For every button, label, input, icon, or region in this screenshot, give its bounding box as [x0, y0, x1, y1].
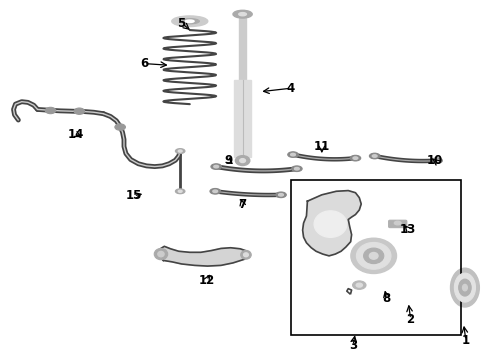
Text: 3: 3: [349, 339, 357, 352]
Ellipse shape: [241, 251, 251, 259]
Ellipse shape: [369, 153, 380, 159]
Ellipse shape: [239, 13, 246, 16]
Ellipse shape: [364, 248, 384, 264]
Ellipse shape: [185, 20, 194, 22]
Ellipse shape: [356, 283, 363, 287]
Ellipse shape: [276, 192, 286, 198]
Ellipse shape: [178, 150, 182, 152]
Ellipse shape: [353, 281, 366, 289]
Ellipse shape: [240, 159, 245, 162]
Text: 5: 5: [177, 17, 186, 30]
Ellipse shape: [244, 253, 248, 257]
Ellipse shape: [180, 19, 199, 24]
Ellipse shape: [178, 190, 182, 192]
Ellipse shape: [45, 107, 56, 114]
Ellipse shape: [175, 149, 185, 153]
Text: 1: 1: [462, 334, 470, 347]
Ellipse shape: [210, 189, 220, 194]
Text: 2: 2: [407, 313, 415, 326]
Ellipse shape: [356, 242, 391, 269]
Ellipse shape: [211, 164, 221, 170]
Ellipse shape: [213, 190, 218, 193]
Polygon shape: [158, 246, 250, 266]
FancyBboxPatch shape: [389, 220, 407, 228]
Ellipse shape: [372, 155, 377, 157]
Ellipse shape: [154, 248, 168, 260]
Ellipse shape: [292, 166, 302, 171]
Ellipse shape: [214, 165, 219, 168]
Ellipse shape: [279, 194, 283, 196]
Ellipse shape: [351, 238, 396, 274]
Ellipse shape: [394, 221, 401, 225]
Ellipse shape: [314, 211, 347, 237]
Ellipse shape: [435, 159, 440, 162]
Text: 11: 11: [314, 140, 330, 153]
Ellipse shape: [172, 16, 208, 27]
Ellipse shape: [463, 284, 467, 291]
Polygon shape: [303, 190, 361, 256]
Ellipse shape: [450, 268, 479, 307]
Ellipse shape: [294, 167, 299, 170]
Text: 8: 8: [383, 292, 391, 305]
Ellipse shape: [175, 189, 185, 194]
Ellipse shape: [291, 153, 295, 156]
Text: 13: 13: [400, 223, 416, 236]
Bar: [291, 180, 461, 335]
Text: 7: 7: [239, 198, 246, 211]
Ellipse shape: [432, 158, 442, 163]
Ellipse shape: [288, 152, 298, 157]
Ellipse shape: [353, 157, 358, 159]
Ellipse shape: [459, 279, 471, 296]
Ellipse shape: [74, 108, 85, 114]
Text: 15: 15: [125, 189, 142, 202]
Text: 4: 4: [287, 82, 295, 95]
Text: 9: 9: [224, 154, 232, 167]
Ellipse shape: [115, 124, 125, 130]
Text: 12: 12: [198, 274, 215, 287]
Ellipse shape: [454, 273, 475, 302]
Ellipse shape: [350, 155, 361, 161]
FancyBboxPatch shape: [239, 18, 246, 80]
Ellipse shape: [158, 251, 164, 257]
Ellipse shape: [235, 156, 250, 166]
FancyBboxPatch shape: [234, 80, 251, 157]
Text: 6: 6: [140, 57, 148, 70]
Ellipse shape: [369, 252, 378, 259]
Text: 14: 14: [68, 128, 84, 141]
Ellipse shape: [233, 10, 252, 18]
Text: 10: 10: [427, 154, 443, 167]
